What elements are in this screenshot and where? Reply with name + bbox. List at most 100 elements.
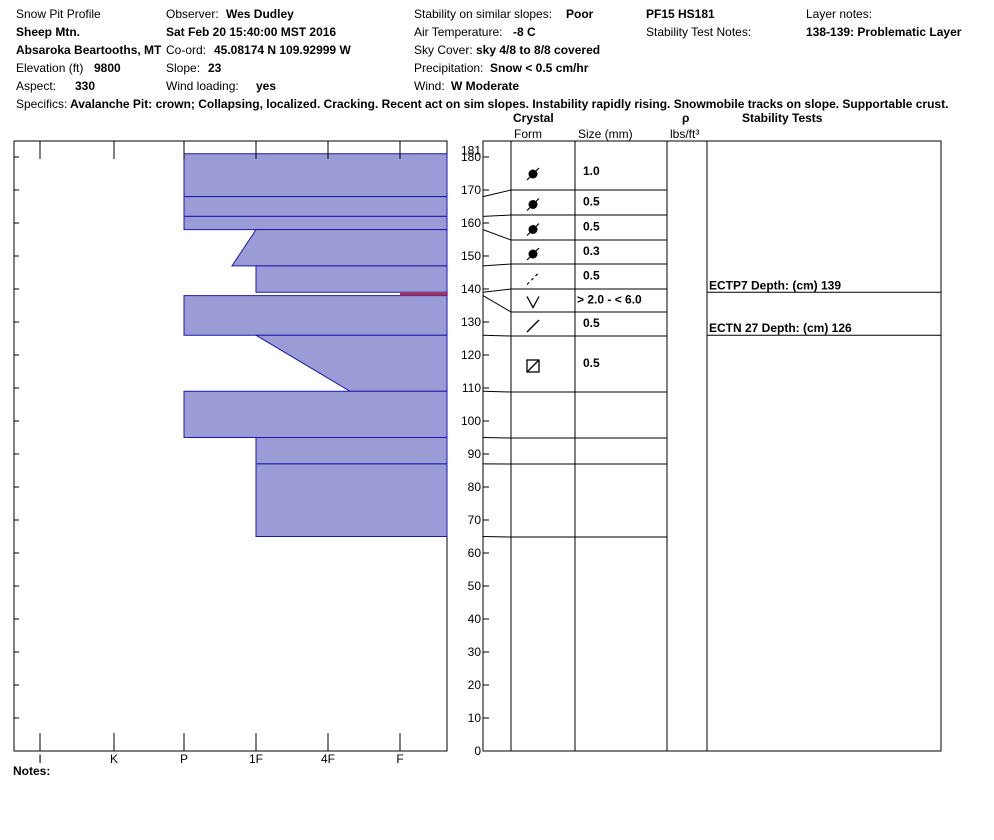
snow-layer xyxy=(183,196,448,217)
snow-layer xyxy=(255,437,448,465)
snow-layer xyxy=(255,265,448,293)
precip-stroke xyxy=(526,319,540,333)
depth-tick-label: 120 xyxy=(461,348,481,362)
depth-tick-label: 0 xyxy=(474,744,481,758)
faceted-icon xyxy=(526,359,540,373)
crystal-size-label: 1.0 xyxy=(583,164,600,178)
hardness-tick-label: I xyxy=(38,752,41,766)
observer-label: Observer: xyxy=(166,7,219,21)
precipitation-particle-icon xyxy=(526,319,540,333)
layer-connector xyxy=(482,214,512,217)
sky-value: sky 4/8 to 8/8 covered xyxy=(476,43,601,57)
snow-layer xyxy=(183,215,448,231)
crystal-size-label: > 2.0 - < 6.0 xyxy=(577,293,642,307)
form-header: Form xyxy=(514,127,542,141)
sky-label: Sky Cover: xyxy=(414,43,473,57)
wind-value: W Moderate xyxy=(451,79,520,93)
melt-freeze-icon xyxy=(526,247,540,261)
hardness-tick-label: 1F xyxy=(249,752,263,766)
aspect-label: Aspect: xyxy=(16,79,57,93)
specifics-label: Specifics: xyxy=(16,97,68,111)
elevation-value: 9800 xyxy=(94,61,121,75)
hardness-tick-label: F xyxy=(396,752,403,766)
density-unit-header: lbs/ft³ xyxy=(670,127,700,141)
location-name: Sheep Mtn. xyxy=(16,25,81,39)
layer-notes-label: Layer notes: xyxy=(806,7,873,21)
hardness-tick-label: P xyxy=(180,752,188,766)
snow-layer xyxy=(183,153,448,198)
snow-layer xyxy=(231,229,448,267)
wind-label: Wind: xyxy=(414,79,445,93)
melt-freeze-stroke xyxy=(526,223,540,236)
region: Absaroka Beartooths, MT xyxy=(16,43,162,57)
layer-connector xyxy=(482,189,512,198)
depth-tick-label: 60 xyxy=(468,546,482,560)
rho-header: ρ xyxy=(682,111,690,125)
layer-connector xyxy=(482,263,512,267)
precip-value: Snow < 0.5 cm/hr xyxy=(490,61,589,75)
report-title: Snow Pit Profile xyxy=(16,7,101,21)
stability-tests-header: Stability Tests xyxy=(742,111,823,125)
crystal-header: Crystal xyxy=(513,111,554,125)
depth-tick-label: 20 xyxy=(468,678,482,692)
crystal-size-label: 0.5 xyxy=(583,356,600,370)
layer-connector xyxy=(482,295,512,313)
coord-value: 45.08174 N 109.92999 W xyxy=(214,43,351,57)
wind-loading-label: Wind loading: xyxy=(166,79,239,93)
air-temp-value: -8 C xyxy=(513,25,536,39)
depth-tick-label: 150 xyxy=(461,249,481,263)
aspect-value: 330 xyxy=(75,79,96,93)
depth-tick-label: 90 xyxy=(468,447,482,461)
stability-value: Poor xyxy=(566,7,594,21)
notes-label: Notes: xyxy=(13,764,51,778)
crystal-size-label: 0.5 xyxy=(583,195,600,209)
layer-connector xyxy=(482,288,512,293)
stability-notes-label: Stability Test Notes: xyxy=(646,25,752,39)
pit-id: PF15 HS181 xyxy=(646,7,715,21)
stability-label: Stability on similar slopes: xyxy=(414,7,553,21)
melt-freeze-icon xyxy=(526,223,540,236)
slope-value: 23 xyxy=(208,61,222,75)
datetime: Sat Feb 20 15:40:00 MST 2016 xyxy=(166,25,337,39)
melt-freeze-icon xyxy=(526,198,540,211)
precip-label: Precipitation: xyxy=(414,61,484,75)
depth-tick-label: 80 xyxy=(468,480,482,494)
crystal-size-label: 0.5 xyxy=(583,316,600,330)
size-header: Size (mm) xyxy=(578,127,633,141)
decomposing-icon xyxy=(526,272,540,285)
melt-freeze-stroke xyxy=(526,198,540,211)
depth-tick-label: 170 xyxy=(461,183,481,197)
stability-test-label: ECTN 27 Depth: (cm) 126 xyxy=(709,321,852,335)
melt-freeze-stroke xyxy=(526,247,540,261)
depth-tick-label: 50 xyxy=(468,579,482,593)
depth-tick-label: 110 xyxy=(462,381,481,395)
depth-tick-label: 181 xyxy=(461,144,481,158)
layer-connector xyxy=(482,390,512,393)
layer-connector xyxy=(482,334,512,337)
melt-freeze-stroke xyxy=(526,167,540,181)
specifics-value: Avalanche Pit: crown; Collapsing, locali… xyxy=(70,97,949,111)
depth-tick-label: 130 xyxy=(461,315,481,329)
depth-tick-label: 180 xyxy=(461,150,481,164)
decomposing-stroke xyxy=(526,272,540,285)
depth-hoar-chevron xyxy=(526,296,540,309)
layer-connector xyxy=(482,536,512,538)
snow-layer xyxy=(183,295,448,336)
layer-connector xyxy=(482,437,512,439)
layer-notes-value: 138-139: Problematic Layer xyxy=(806,25,962,39)
depth-hoar-icon xyxy=(526,296,540,309)
stability-test-label: ECTP7 Depth: (cm) 139 xyxy=(709,278,841,292)
layer-table-frame xyxy=(482,140,942,752)
depth-tick-label: 10 xyxy=(468,711,482,725)
facet-diagonal xyxy=(526,359,540,373)
coord-label: Co-ord: xyxy=(166,43,207,57)
hardness-tick-label: K xyxy=(110,752,118,766)
layer-connector xyxy=(482,229,512,241)
crystal-size-label: 0.5 xyxy=(583,269,600,283)
crystal-size-label: 0.5 xyxy=(583,220,600,234)
melt-freeze-icon xyxy=(526,167,540,181)
hardness-tick-label: 4F xyxy=(321,752,335,766)
depth-tick-label: 70 xyxy=(468,513,482,527)
snow-layer xyxy=(183,390,448,438)
